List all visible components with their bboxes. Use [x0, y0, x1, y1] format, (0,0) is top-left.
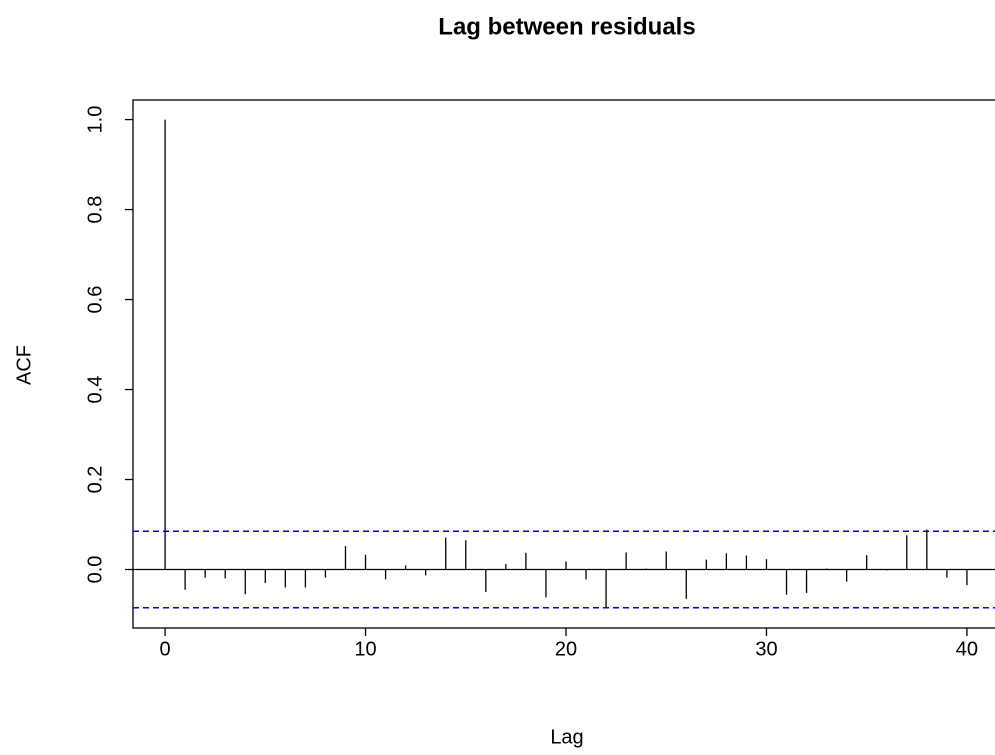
x-tick-label: 40: [956, 638, 978, 660]
y-tick-label: 0.0: [84, 556, 106, 584]
y-axis-label: ACF: [13, 345, 35, 385]
y-tick-label: 1.0: [84, 106, 106, 134]
x-axis-label: Lag: [550, 726, 583, 748]
y-tick-label: 0.4: [84, 376, 106, 404]
y-tick-label: 0.6: [84, 286, 106, 314]
y-tick-label: 0.8: [84, 196, 106, 224]
plot-frame: [132, 99, 995, 629]
x-tick-label: 10: [354, 638, 376, 660]
x-tick-label: 0: [160, 638, 171, 660]
x-tick-label: 30: [755, 638, 777, 660]
chart-title: Lag between residuals: [438, 13, 695, 40]
x-tick-label: 20: [555, 638, 577, 660]
y-tick-label: 0.2: [84, 466, 106, 494]
